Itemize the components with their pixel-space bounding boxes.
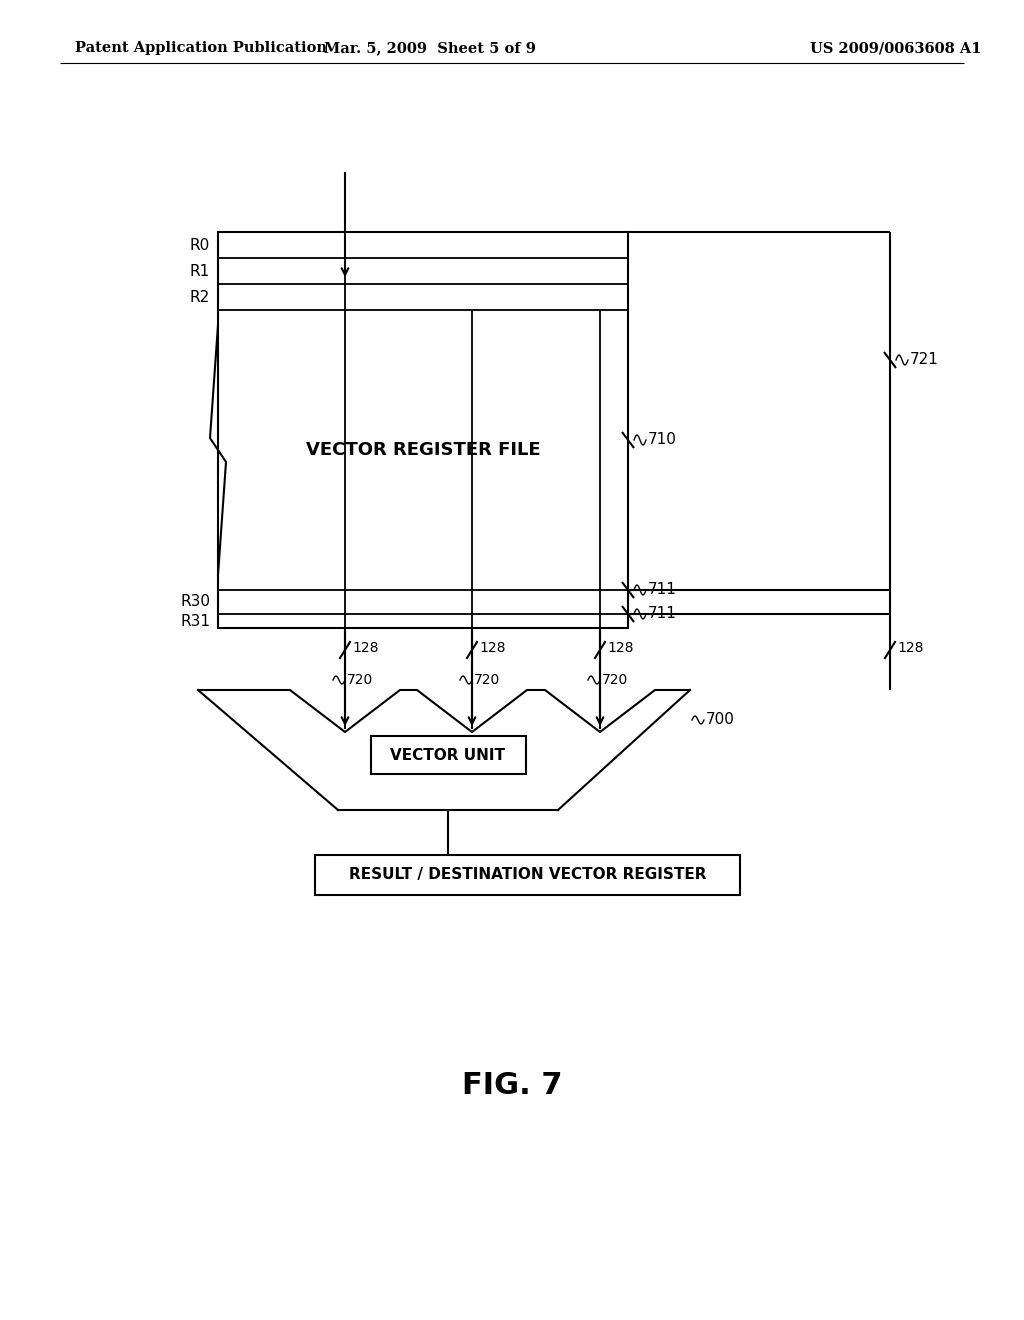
Text: FIG. 7: FIG. 7 bbox=[462, 1071, 562, 1100]
Text: 700: 700 bbox=[706, 713, 735, 727]
Text: R0: R0 bbox=[189, 238, 210, 252]
Text: R2: R2 bbox=[189, 289, 210, 305]
Text: 711: 711 bbox=[648, 582, 677, 598]
Text: VECTOR REGISTER FILE: VECTOR REGISTER FILE bbox=[306, 441, 541, 459]
Text: 721: 721 bbox=[910, 352, 939, 367]
Text: VECTOR UNIT: VECTOR UNIT bbox=[390, 747, 506, 763]
Text: 128: 128 bbox=[352, 642, 379, 655]
Text: R31: R31 bbox=[180, 614, 210, 628]
Text: 710: 710 bbox=[648, 433, 677, 447]
Text: 128: 128 bbox=[897, 642, 924, 655]
Text: 128: 128 bbox=[607, 642, 634, 655]
Text: R1: R1 bbox=[189, 264, 210, 279]
Text: Mar. 5, 2009  Sheet 5 of 9: Mar. 5, 2009 Sheet 5 of 9 bbox=[324, 41, 536, 55]
Text: Patent Application Publication: Patent Application Publication bbox=[75, 41, 327, 55]
Bar bbox=[371, 737, 525, 774]
Bar bbox=[315, 855, 740, 895]
Text: RESULT / DESTINATION VECTOR REGISTER: RESULT / DESTINATION VECTOR REGISTER bbox=[349, 867, 707, 883]
Text: 720: 720 bbox=[602, 673, 629, 686]
Text: R30: R30 bbox=[180, 594, 210, 610]
Text: 128: 128 bbox=[479, 642, 506, 655]
Text: 720: 720 bbox=[474, 673, 501, 686]
Text: US 2009/0063608 A1: US 2009/0063608 A1 bbox=[810, 41, 981, 55]
Text: 711: 711 bbox=[648, 606, 677, 622]
Bar bbox=[218, 232, 628, 628]
Text: 720: 720 bbox=[347, 673, 374, 686]
